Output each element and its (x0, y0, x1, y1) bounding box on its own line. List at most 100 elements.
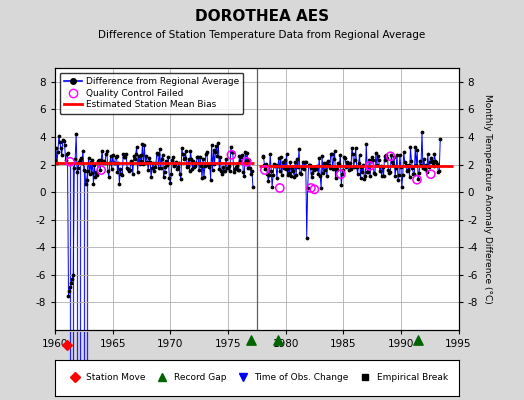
Point (166, 180, 174, 186)
Point (280, 157, 289, 164)
Point (318, 153, 326, 159)
Point (211, 149, 220, 155)
Point (384, 166, 392, 173)
Point (205, 161, 214, 167)
Point (330, 148, 339, 154)
Point (186, 148, 194, 154)
Point (304, 161, 313, 168)
Point (345, 166, 353, 173)
Point (185, 167, 194, 174)
Point (146, 158, 154, 165)
Point (111, 160, 119, 166)
Point (234, 166, 243, 173)
Point (59, 137, 67, 144)
Point (319, 170, 327, 176)
Point (395, 172, 403, 178)
Point (399, 149, 408, 156)
Point (213, 153, 222, 160)
Point (122, 151, 130, 157)
Point (232, 162, 241, 169)
Point (276, 185, 284, 191)
Text: Difference of Station Temperature Data from Regional Average: Difference of Station Temperature Data f… (99, 30, 425, 40)
Point (136, 152, 145, 158)
Point (401, 162, 410, 168)
Point (215, 166, 223, 172)
Point (293, 156, 301, 162)
Point (90, 162, 99, 168)
Point (374, 152, 382, 159)
Point (53, 149, 62, 155)
Point (141, 160, 149, 166)
Point (128, 160, 136, 166)
Point (310, 167, 319, 173)
Point (353, 171, 362, 177)
Point (192, 160, 200, 166)
Point (415, 169, 423, 176)
Point (130, 156, 139, 162)
Point (76, 157, 84, 164)
Point (310, 186, 319, 192)
Point (217, 168, 225, 174)
Point (167, 170, 176, 177)
Point (405, 162, 413, 168)
Point (103, 148, 111, 154)
Point (377, 172, 386, 179)
Point (305, 162, 314, 168)
Point (422, 169, 431, 175)
Point (156, 146, 164, 152)
Point (418, 129, 426, 136)
Point (79, 148, 87, 154)
Point (278, 172, 286, 178)
Point (196, 154, 204, 160)
Point (350, 164, 358, 170)
Point (62, 151, 71, 158)
Point (316, 172, 324, 179)
Point (307, 185, 315, 191)
Point (115, 181, 124, 187)
Point (394, 176, 402, 183)
Point (266, 150, 275, 157)
Point (331, 175, 340, 181)
Point (193, 154, 201, 160)
Point (353, 164, 361, 170)
Point (126, 166, 134, 173)
Point (91, 174, 100, 180)
Point (70, 165, 79, 171)
Point (231, 166, 239, 172)
Point (386, 153, 395, 160)
Point (332, 166, 341, 172)
Point (283, 172, 292, 178)
Point (420, 156, 428, 162)
Point (96, 167, 104, 173)
Point (144, 167, 152, 173)
Point (274, 163, 282, 169)
Point (83, 168, 92, 174)
Point (180, 156, 188, 162)
Point (323, 173, 331, 180)
Point (190, 164, 199, 170)
Point (436, 136, 444, 142)
Point (299, 158, 307, 165)
Point (281, 166, 290, 172)
Point (389, 162, 397, 168)
Point (416, 158, 424, 164)
Point (344, 160, 352, 167)
Point (378, 164, 387, 170)
Point (312, 166, 321, 172)
Point (214, 140, 223, 146)
Legend: Difference from Regional Average, Quality Control Failed, Estimated Station Mean: Difference from Regional Average, Qualit… (60, 72, 244, 114)
Point (218, 171, 226, 177)
Point (172, 159, 180, 165)
Point (405, 174, 413, 180)
Point (128, 170, 137, 177)
Point (236, 158, 245, 164)
Point (289, 168, 298, 174)
Point (189, 158, 198, 165)
Point (396, 152, 404, 158)
Point (118, 172, 126, 178)
Point (145, 155, 154, 161)
Point (343, 159, 351, 166)
Point (276, 168, 284, 174)
Point (220, 168, 228, 174)
Point (431, 158, 440, 164)
